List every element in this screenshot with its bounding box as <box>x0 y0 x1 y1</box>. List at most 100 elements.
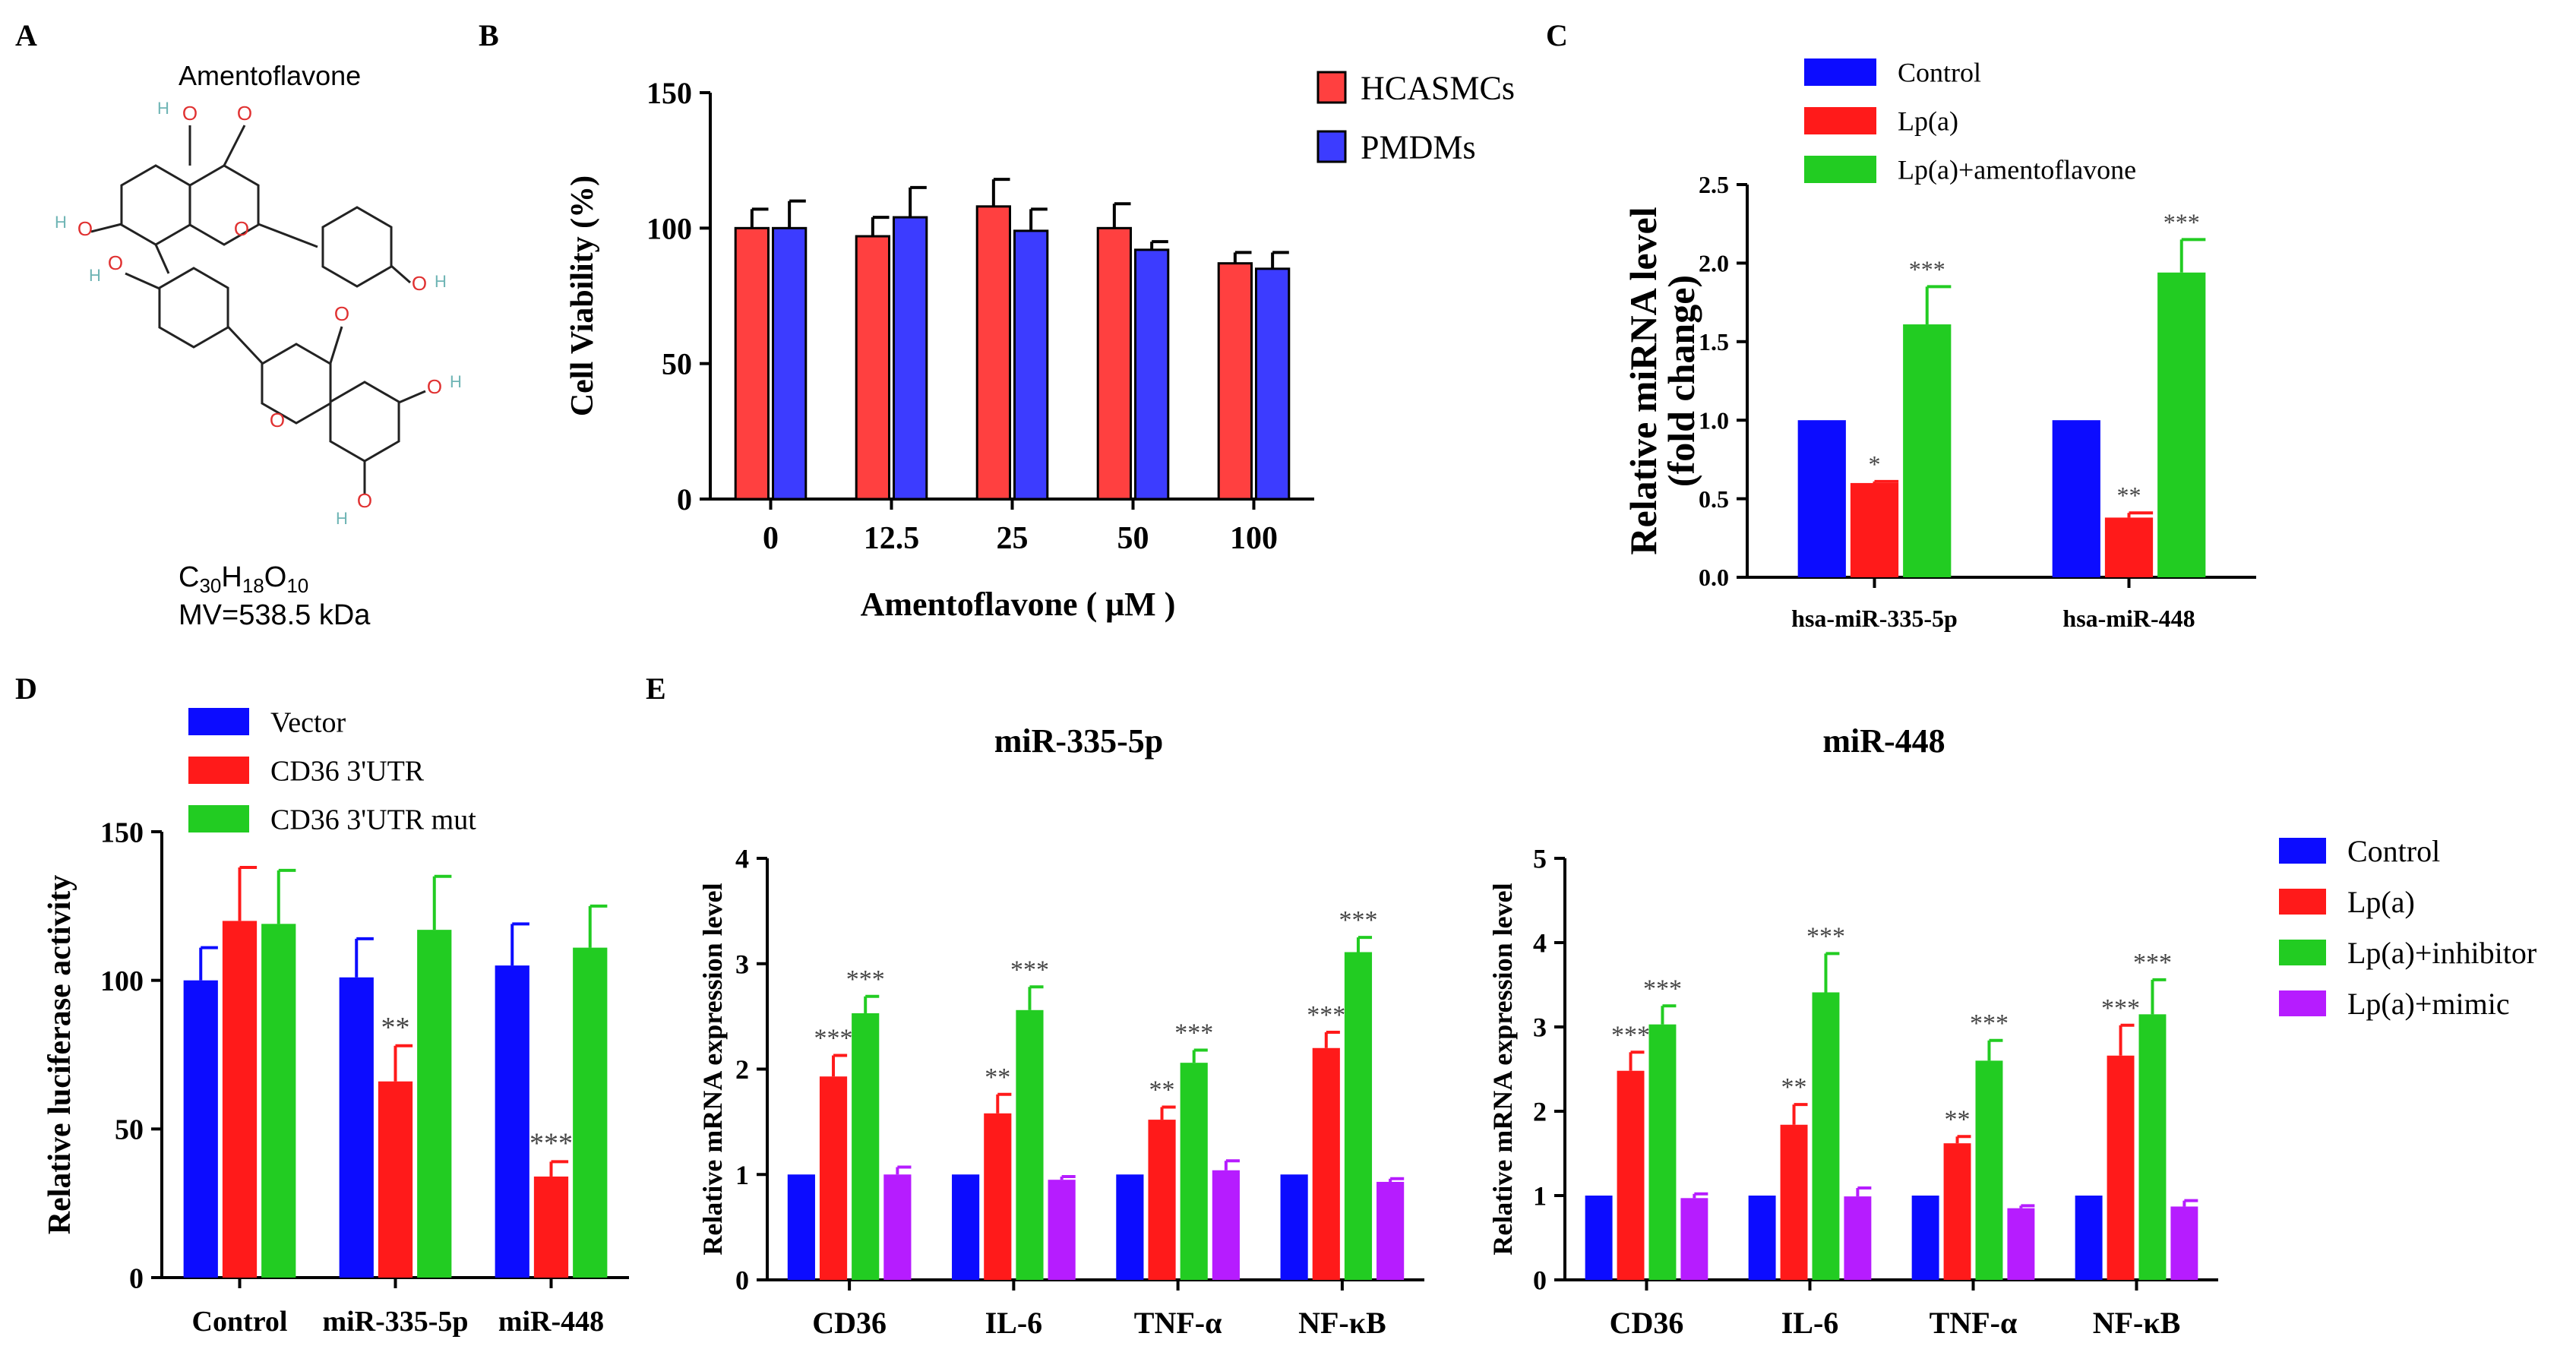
bar <box>1585 1196 1613 1280</box>
panel-letter-a: A <box>15 18 37 52</box>
bar <box>533 1176 569 1278</box>
y-tick-label: 1.5 <box>1699 328 1729 355</box>
bar <box>1943 1143 1971 1280</box>
significance-mark: ** <box>985 1063 1010 1092</box>
y-axis-label: Relative miRNA level <box>1622 207 1664 554</box>
bar <box>183 980 218 1278</box>
bar <box>1377 1181 1405 1280</box>
oxygen-carbonyl-upper: O <box>237 102 252 125</box>
y-tick-label: 4 <box>735 844 749 874</box>
bar <box>1780 1124 1808 1280</box>
oxygen-carbonyl-lower: O <box>334 302 349 325</box>
bar <box>787 1174 815 1280</box>
ring-a-lower <box>329 381 400 463</box>
panel-letter: E <box>646 671 666 706</box>
x-tick-label: hsa-miR-335-5p <box>1791 605 1958 632</box>
x-tick-label: miR-335-5p <box>322 1306 468 1338</box>
bar <box>2170 1206 2198 1280</box>
legend-swatch <box>1804 156 1876 183</box>
chart-e-mir-448: miR-448 0 1 2 3 4 5 Relative mRNA expression le… <box>1487 722 2536 1340</box>
significance-mark: *** <box>1970 1009 2009 1038</box>
x-tick-label: hsa-miR-448 <box>2062 605 2195 632</box>
y-tick-label: 150 <box>100 817 144 848</box>
y-tick-label: 50 <box>115 1114 144 1146</box>
legend-swatch <box>188 805 249 832</box>
x-tick-label: 25 <box>997 521 1029 556</box>
bond <box>329 326 343 364</box>
bar <box>2138 1014 2167 1280</box>
significance-mark: *** <box>1174 1019 1213 1047</box>
significance-mark: *** <box>846 965 885 994</box>
significance-mark: * <box>1869 450 1881 478</box>
chart-d: D 0 50 100 150 Relative luciferase activity Co… <box>15 671 629 1338</box>
panel-letter: B <box>479 18 499 52</box>
significance-mark: ** <box>1781 1073 1807 1101</box>
bar <box>495 965 529 1278</box>
bar <box>1134 248 1170 501</box>
bar <box>1148 1120 1176 1280</box>
x-tick-label: TNF-α <box>1930 1306 2018 1340</box>
legend-swatch <box>188 708 249 735</box>
compound-name: Amentoflavone <box>179 60 361 91</box>
legend-label: Vector <box>270 706 346 738</box>
oxygen-ring-lower: O <box>270 409 285 431</box>
x-tick-label: CD36 <box>812 1306 887 1340</box>
formula-h-count: 18 <box>242 574 264 597</box>
ring-c-lower <box>261 343 332 425</box>
x-tick-label: miR-448 <box>498 1306 604 1338</box>
oxygen-oh-5-upper: O <box>182 102 198 125</box>
significance-mark: *** <box>1909 255 1945 283</box>
bond <box>90 223 122 233</box>
bar <box>852 1013 880 1280</box>
bar <box>2157 272 2206 577</box>
bar <box>1180 1063 1208 1280</box>
significance-mark: *** <box>1339 906 1377 934</box>
legend-label: Lp(a)+inhibitor <box>2347 936 2536 970</box>
bar <box>378 1081 413 1278</box>
bar <box>573 947 608 1278</box>
bar <box>1096 226 1132 501</box>
significance-mark: *** <box>1307 1001 1345 1029</box>
x-tick-label: 0 <box>763 521 779 556</box>
legend-swatch <box>2279 838 2326 864</box>
bar <box>1911 1196 1939 1280</box>
y-tick-label: 2.5 <box>1699 171 1729 198</box>
molecular-formula: C30H18O10 <box>179 561 308 597</box>
hydrogen-oh-5-lower: H <box>450 372 462 391</box>
hydrogen-oh-5-upper: H <box>157 99 169 118</box>
bar <box>1016 1009 1044 1280</box>
legend-label: CD36 3'UTR <box>270 755 425 787</box>
bar <box>1850 482 1899 577</box>
y-tick-label: 0.0 <box>1699 564 1729 591</box>
legend-label: PMDMs <box>1361 128 1476 166</box>
bar <box>1280 1174 1308 1280</box>
bar <box>2007 1208 2035 1280</box>
legend-label: Control <box>2347 834 2440 868</box>
x-tick-label: 50 <box>1117 521 1149 556</box>
bar <box>1797 420 1846 577</box>
bond <box>223 125 246 166</box>
ring-b-upper <box>321 206 393 288</box>
bar <box>2107 1055 2135 1280</box>
bar <box>1648 1024 1677 1280</box>
y-tick-label: 50 <box>662 347 692 381</box>
chart-title: miR-448 <box>1822 722 1945 760</box>
y-axis-label-2: (fold change) <box>1660 275 1702 487</box>
bond <box>390 264 411 284</box>
oxygen-ring-upper: O <box>234 217 249 240</box>
chart-b: B 0 50 100 150 Cell Viability (%) 0 12.5 25 50 100… <box>479 18 1515 623</box>
x-tick-label: IL-6 <box>985 1306 1043 1340</box>
y-tick-label: 1.0 <box>1699 406 1729 434</box>
y-axis-label: Cell Viability (%) <box>565 175 600 416</box>
significance-mark: *** <box>2164 208 2200 235</box>
bond <box>154 244 170 274</box>
oxygen-oh-7-lower: O <box>357 489 372 512</box>
x-tick-label: IL-6 <box>1781 1306 1839 1340</box>
y-axis-label: Relative luciferase activity <box>43 875 77 1234</box>
legend-swatch <box>2279 940 2326 965</box>
formula-c: C <box>179 561 199 593</box>
x-tick-label: Control <box>192 1306 288 1338</box>
legend-swatch <box>1804 58 1876 86</box>
bar <box>1217 262 1253 501</box>
